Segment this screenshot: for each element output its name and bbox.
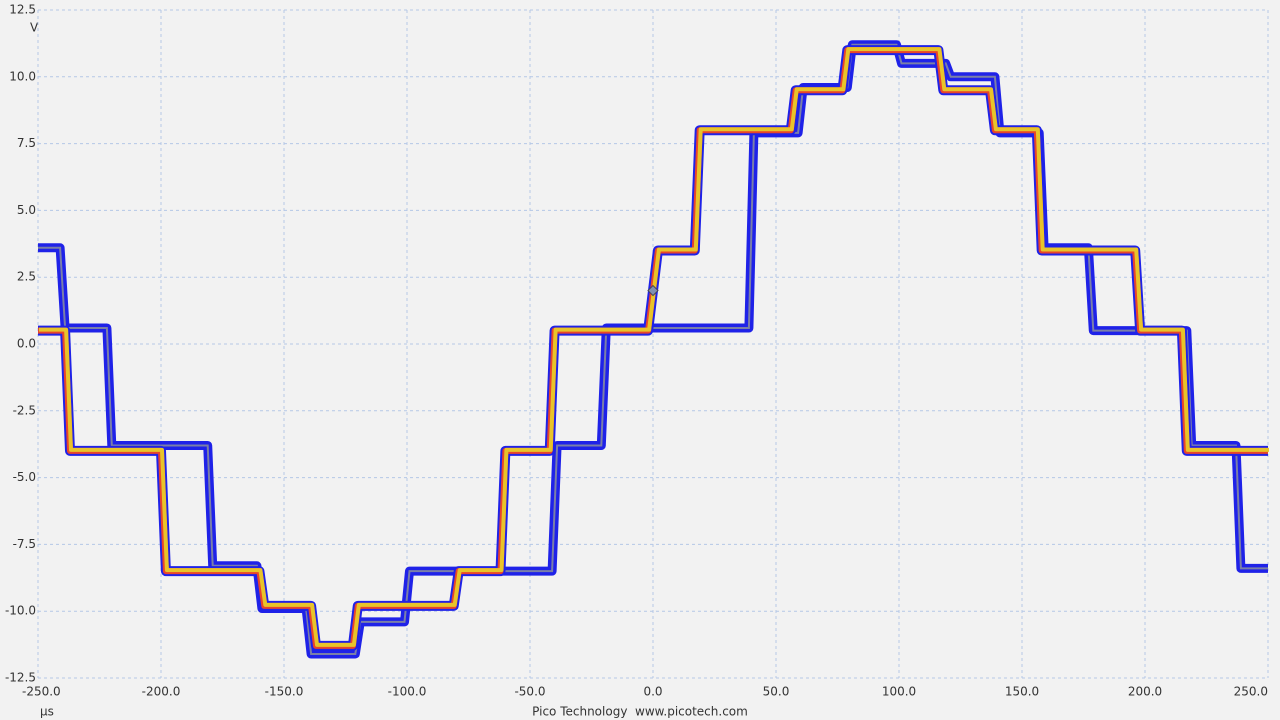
y-tick-label: -12.5 bbox=[5, 671, 36, 685]
y-tick-label: 5.0 bbox=[17, 203, 36, 217]
y-tick-label: 0.0 bbox=[17, 337, 36, 351]
x-tick-label: 150.0 bbox=[1005, 685, 1039, 699]
footer: Pico Technology www.picotech.com bbox=[532, 705, 748, 719]
x-tick-label: 200.0 bbox=[1128, 685, 1162, 699]
y-tick-label: -2.5 bbox=[13, 403, 36, 417]
x-tick-label: 100.0 bbox=[882, 685, 916, 699]
x-tick-label: 250.0 bbox=[1234, 685, 1268, 699]
x-tick-label: 0.0 bbox=[643, 685, 662, 699]
x-tick-label: -50.0 bbox=[514, 685, 545, 699]
x-unit: µs bbox=[40, 705, 54, 719]
y-tick-label: -7.5 bbox=[13, 537, 36, 551]
trigger-marker bbox=[647, 284, 659, 297]
y-tick-label: -5.0 bbox=[13, 470, 36, 484]
x-tick-label: 50.0 bbox=[763, 685, 790, 699]
y-tick-label: 12.5 bbox=[9, 3, 36, 17]
x-tick-label: -150.0 bbox=[265, 685, 304, 699]
x-tick-label: -250.0 bbox=[22, 685, 61, 699]
x-tick-label: -100.0 bbox=[388, 685, 427, 699]
y-unit: V bbox=[30, 21, 39, 35]
y-tick-label: 2.5 bbox=[17, 270, 36, 284]
y-tick-label: 7.5 bbox=[17, 136, 36, 150]
y-tick-label: 10.0 bbox=[9, 69, 36, 83]
x-tick-label: -200.0 bbox=[142, 685, 181, 699]
y-tick-label: -10.0 bbox=[5, 604, 36, 618]
